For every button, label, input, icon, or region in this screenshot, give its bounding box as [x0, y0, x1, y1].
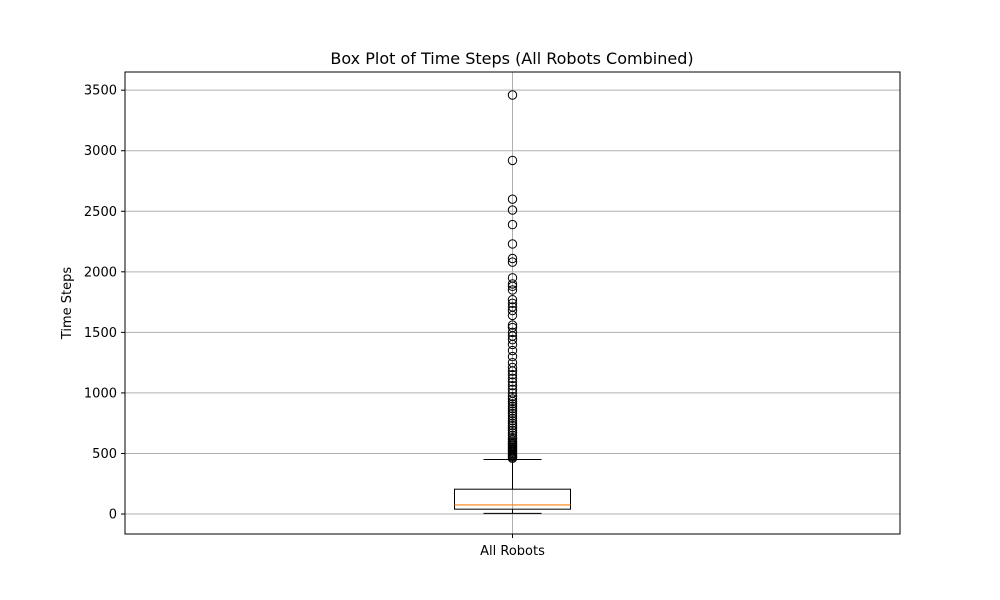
outlier-point — [507, 411, 518, 421]
outlier-point — [507, 401, 518, 411]
outlier-point — [507, 388, 518, 398]
outlier-point — [507, 345, 518, 356]
y-tick-label: 2500 — [84, 205, 117, 220]
outlier-point — [507, 327, 518, 338]
y-tick-label: 3500 — [84, 84, 117, 99]
outlier-point — [507, 155, 518, 166]
plot-frame — [124, 71, 901, 535]
y-tick-label: 2000 — [84, 265, 117, 280]
outlier-point — [507, 253, 518, 264]
outlier-point — [507, 305, 518, 316]
outlier-point — [507, 239, 518, 249]
outlier-point — [507, 416, 518, 426]
outlier-point — [507, 351, 518, 362]
outlier-point — [507, 90, 518, 100]
outlier-point — [507, 334, 518, 345]
outlier-point — [507, 362, 518, 373]
outlier-point — [507, 380, 518, 391]
outlier-point — [507, 406, 518, 416]
outlier-point — [507, 285, 518, 295]
outlier-point — [507, 428, 518, 438]
outlier-point — [507, 320, 518, 330]
outlier-point — [507, 357, 518, 368]
y-tick-label: 1000 — [84, 386, 117, 401]
outlier-point — [507, 403, 518, 414]
outlier-point — [507, 399, 518, 409]
outlier-point — [507, 391, 518, 402]
iqr-box — [454, 488, 571, 510]
outlier-point — [507, 384, 518, 394]
y-tick-label: 500 — [92, 447, 117, 462]
tick-layer: 0 500 1000 1500 2000 2500 3000 3500 All Robots — [84, 84, 545, 559]
outlier-point — [507, 418, 518, 428]
outlier-point — [507, 298, 518, 309]
outlier-point — [507, 322, 518, 333]
outlier-point — [507, 433, 518, 443]
y-axis-label: Time Steps — [60, 267, 75, 341]
outlier-point — [507, 273, 518, 283]
outlier-point — [507, 302, 518, 312]
outlier-point — [507, 373, 518, 384]
outlier-point — [507, 377, 518, 387]
outlier-point — [507, 430, 518, 441]
outlier-point — [507, 279, 518, 289]
outlier-point — [507, 294, 518, 305]
y-tick-label: 1500 — [84, 326, 117, 341]
outlier-point — [507, 205, 518, 215]
chart-title: Box Plot of Time Steps (All Robots Combi… — [330, 49, 693, 68]
outlier-point — [507, 423, 518, 433]
plot-layer — [454, 90, 571, 514]
outlier-point — [507, 420, 518, 431]
outlier-point — [507, 257, 518, 267]
outlier-point — [507, 370, 518, 380]
outlier-point — [507, 219, 518, 230]
x-tick-label: All Robots — [480, 544, 545, 559]
y-tick-label: 0 — [109, 508, 117, 523]
outlier-point — [507, 194, 518, 204]
y-tick-label: 3000 — [84, 144, 117, 159]
outlier-point — [507, 413, 518, 424]
outlier-point — [507, 425, 518, 436]
outlier-point — [507, 408, 518, 419]
outlier-point — [507, 394, 518, 404]
